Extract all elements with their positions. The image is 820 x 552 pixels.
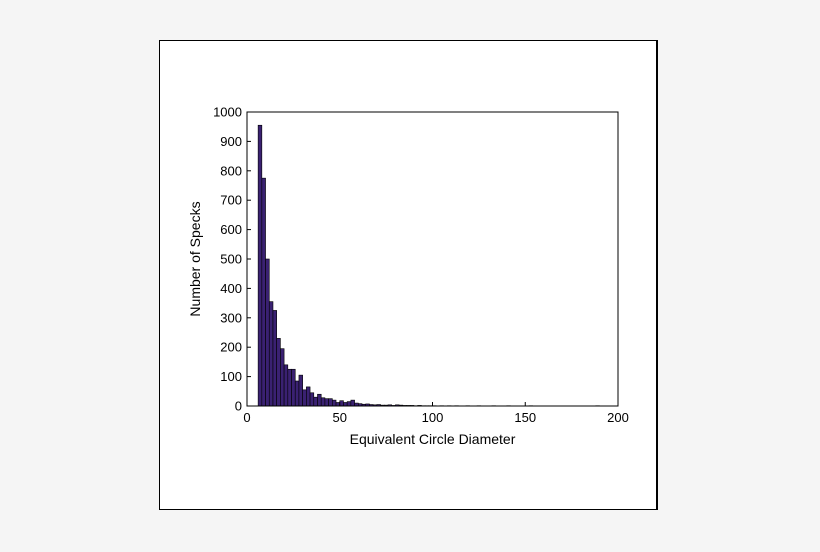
histogram-bar-25: [350, 399, 355, 407]
x-axis-label: Equivalent Circle Diameter: [350, 431, 516, 447]
y-tick-label: 0: [235, 399, 242, 414]
histogram-bar-19: [328, 398, 333, 407]
histogram-bar-18: [324, 398, 329, 407]
histogram-bar-15: [313, 396, 318, 407]
y-tick-label: 600: [220, 222, 242, 237]
y-tick-label: 300: [220, 310, 242, 325]
x-tick-label: 50: [333, 410, 347, 425]
histogram-bar-13: [306, 386, 311, 407]
y-tick-label: 100: [220, 369, 242, 384]
histogram-bar-24: [346, 401, 352, 407]
x-tick-label: 200: [607, 410, 629, 425]
x-tick-label: 150: [514, 410, 536, 425]
histogram-bar-12: [302, 389, 307, 407]
histogram-bar-11: [298, 374, 303, 407]
x-tick-label: 0: [243, 410, 250, 425]
histogram-bar-17: [320, 397, 326, 407]
histogram-bar-7: [283, 364, 289, 407]
y-axis: 0 100 200 300 400 500 600 700 800 900 1000: [213, 105, 251, 414]
histogram-bar-3: [268, 301, 274, 407]
histogram-bar-2: [265, 258, 270, 407]
histogram-bar-6: [280, 348, 285, 407]
y-tick-label: 200: [220, 340, 242, 355]
y-tick-label: 700: [220, 193, 242, 208]
y-tick-label: 1000: [213, 105, 242, 120]
histogram-bar-9: [291, 368, 296, 407]
y-tick-label: 800: [220, 163, 242, 178]
histogram-bar-20: [332, 399, 337, 407]
y-tick-label: 500: [220, 252, 242, 267]
histogram-bar-14: [309, 392, 315, 407]
histogram-bar-4: [272, 310, 277, 407]
x-tick-label: 100: [422, 410, 444, 425]
histogram-bar-16: [317, 393, 322, 407]
histogram-bar-22: [339, 400, 344, 407]
plot-area: [246, 111, 619, 407]
y-tick-label: 400: [220, 281, 242, 296]
histogram-bar-1: [261, 177, 266, 407]
histogram-bar-8: [287, 368, 292, 407]
chart-panel: [177, 92, 642, 460]
y-axis-label: Number of Specks: [187, 201, 203, 316]
histogram-bar-21: [335, 402, 341, 407]
x-axis: 0 50 100 150 200: [243, 402, 629, 425]
y-tick-label: 900: [220, 134, 242, 149]
histogram-bar-23: [343, 402, 348, 407]
histogram-bar-0: [257, 124, 263, 407]
histogram-bar-10: [294, 380, 300, 407]
bar-group: [257, 124, 600, 407]
histogram-bar-5: [276, 338, 281, 407]
